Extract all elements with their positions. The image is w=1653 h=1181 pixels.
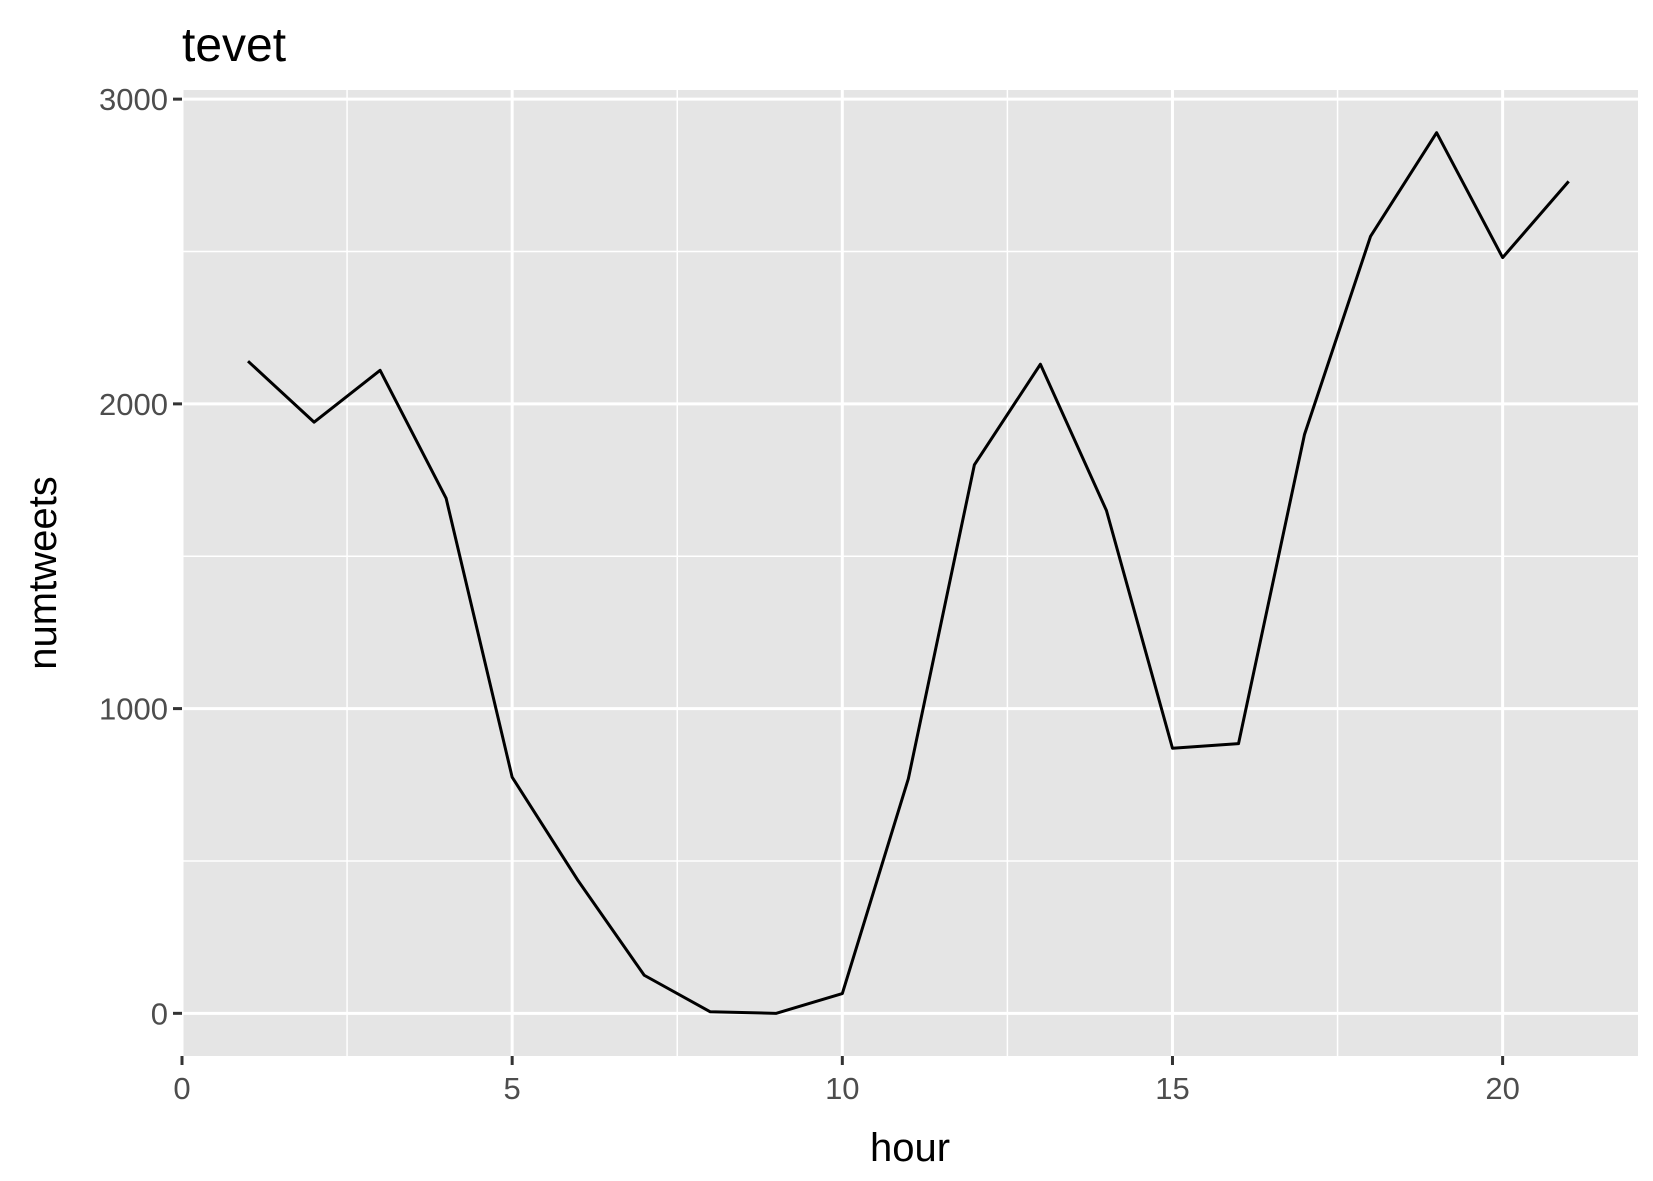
- x-tick-label: 5: [504, 1071, 521, 1106]
- data-point: [1237, 742, 1241, 746]
- y-tick-label: 3000: [99, 82, 168, 117]
- data-point: [378, 368, 382, 372]
- data-point: [510, 775, 514, 779]
- data-point: [840, 992, 844, 996]
- data-point: [972, 463, 976, 467]
- data-point: [444, 496, 448, 500]
- x-axis-label: hour: [870, 1126, 950, 1170]
- x-tick-label: 20: [1485, 1071, 1519, 1106]
- data-point: [774, 1011, 778, 1015]
- data-point: [906, 777, 910, 781]
- x-tick-label: 10: [825, 1071, 859, 1106]
- x-tick-label: 15: [1155, 1071, 1189, 1106]
- y-tick-label: 0: [151, 996, 168, 1031]
- data-point: [642, 973, 646, 977]
- data-point: [1104, 509, 1108, 513]
- data-point: [576, 879, 580, 883]
- y-axis: 0 1000 2000 3000: [99, 82, 182, 1031]
- data-point: [1038, 362, 1042, 366]
- y-tick-label: 1000: [99, 692, 168, 727]
- series-layer: [246, 131, 1571, 1015]
- data-point: [1303, 432, 1307, 436]
- data-point: [1435, 131, 1439, 135]
- series-line-1: [247, 131, 1570, 1015]
- major-gridlines: [180, 90, 1638, 1056]
- data-point: [312, 420, 316, 424]
- data-point: [1170, 746, 1174, 750]
- y-axis-label: numtweets: [21, 476, 65, 669]
- y-tick-label: 2000: [99, 387, 168, 422]
- data-point: [246, 359, 250, 363]
- plot-panel: [182, 90, 1638, 1056]
- data-point: [708, 1010, 712, 1014]
- data-point: [1501, 256, 1505, 260]
- data-point: [1567, 179, 1571, 183]
- x-axis: 0 5 10 15 20: [173, 1056, 1520, 1106]
- data-point: [1369, 234, 1373, 238]
- minor-gridlines: [182, 90, 1638, 1056]
- chart-title: tevet: [182, 19, 286, 72]
- x-tick-label: 0: [173, 1071, 190, 1106]
